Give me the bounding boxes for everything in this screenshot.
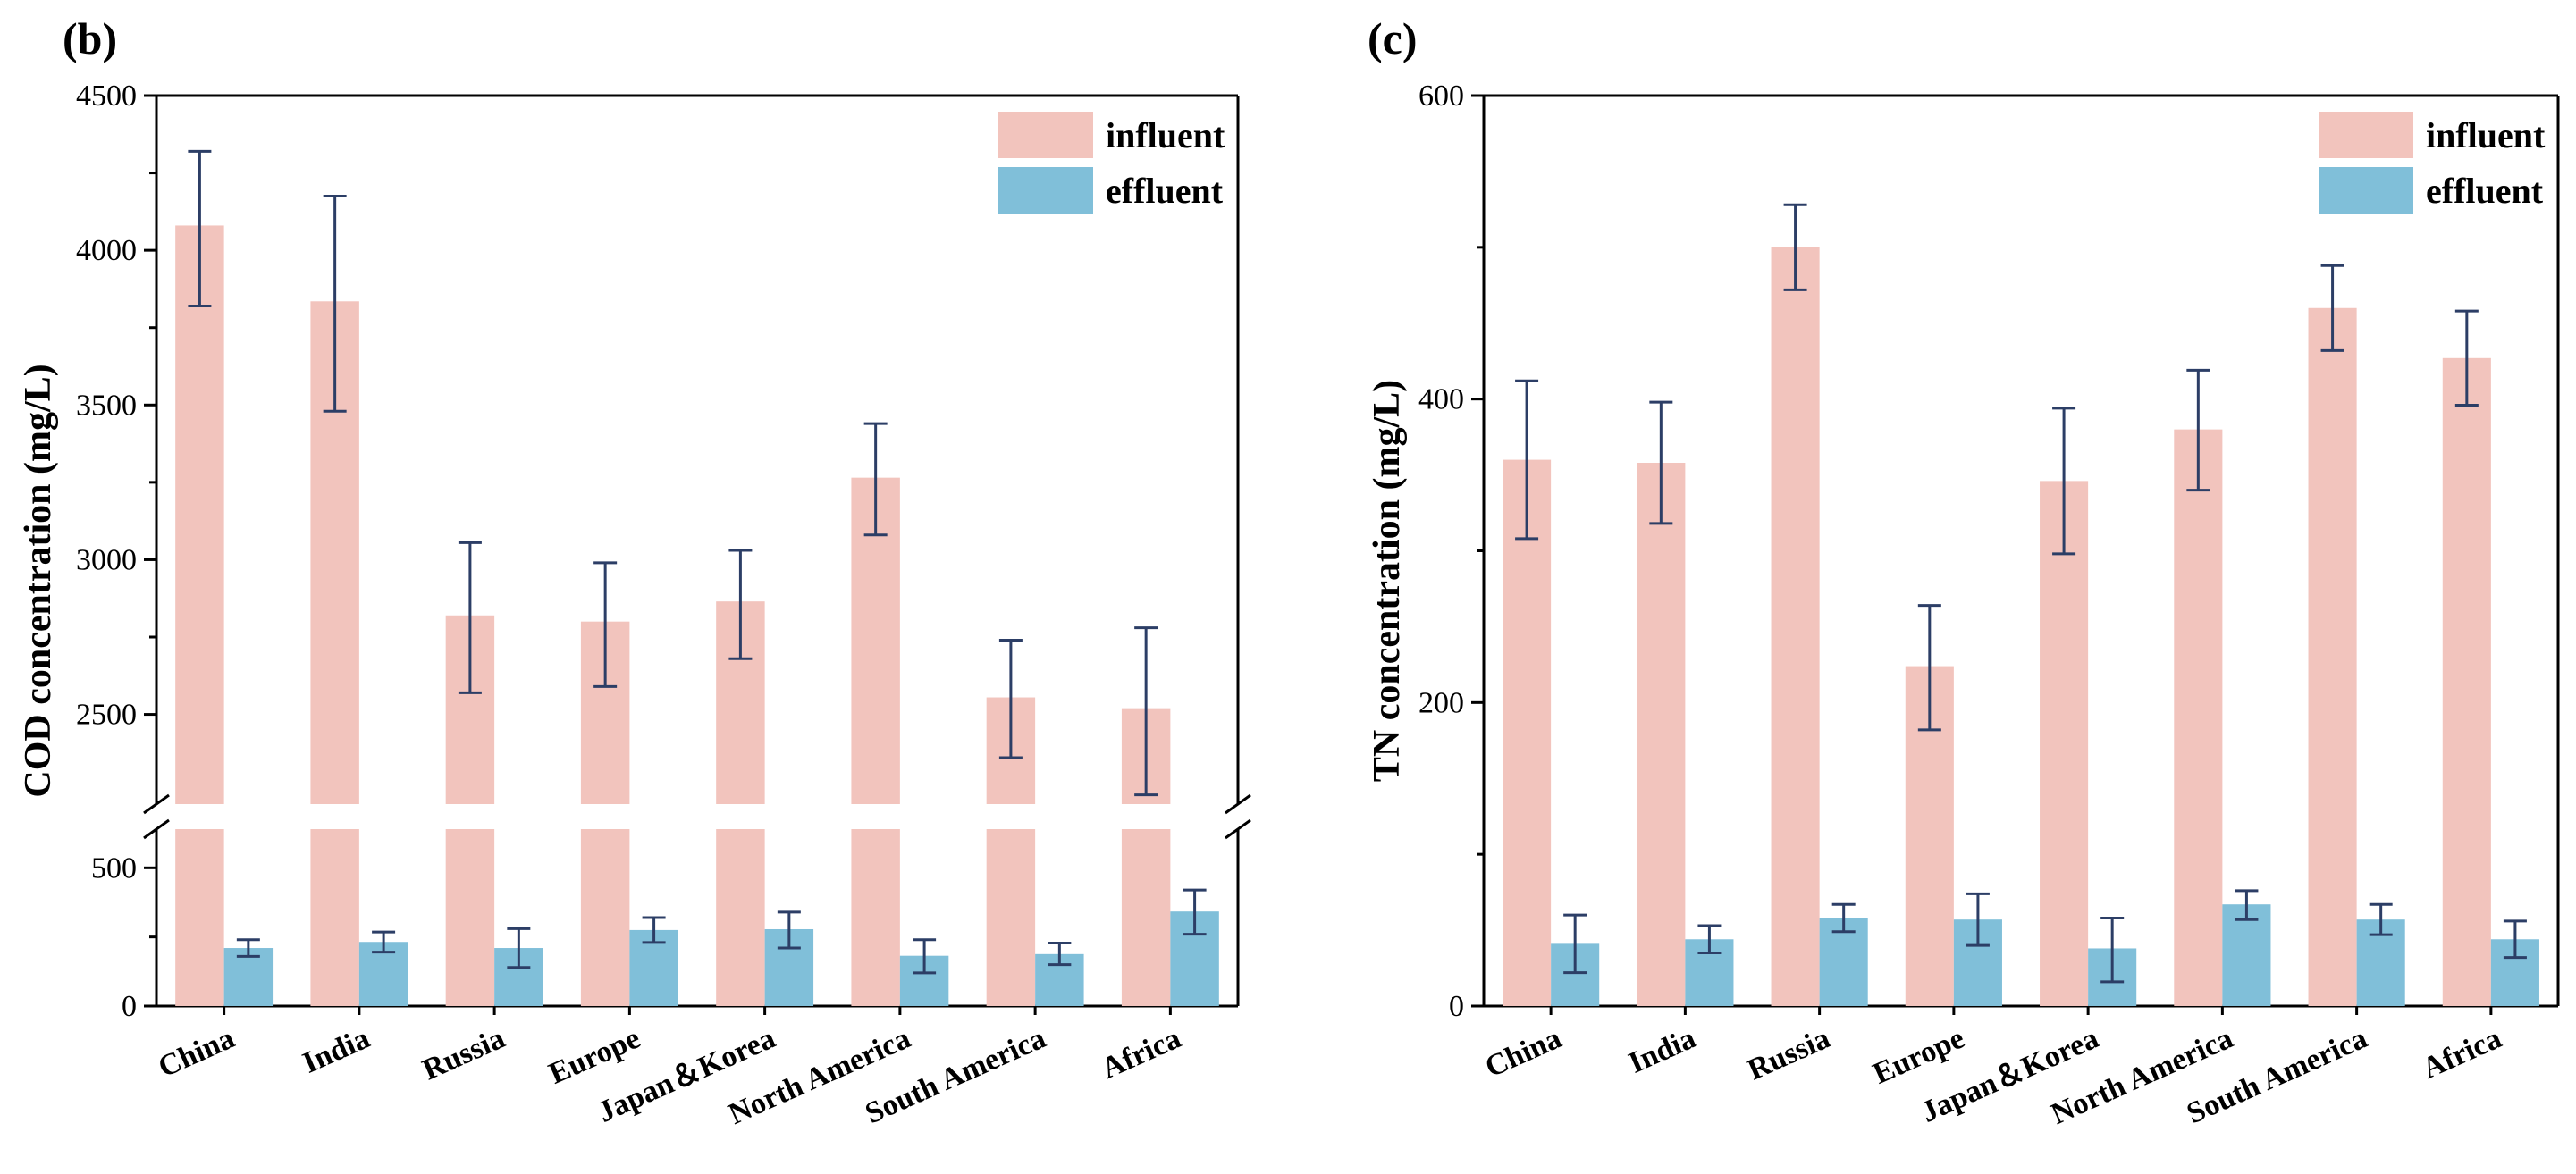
category-label-india: India xyxy=(1624,1022,1701,1080)
legend-label-influent: influent xyxy=(1106,115,1225,155)
category-label-africa: Africa xyxy=(2418,1022,2507,1086)
y-tick-label-2500: 2500 xyxy=(76,699,137,732)
axis-break-gap-europe xyxy=(578,804,632,829)
axis-break-gap-russia xyxy=(443,804,497,829)
axis-break-mark-right-upper xyxy=(1225,793,1251,815)
bar-effluent-china xyxy=(223,948,274,1006)
category-label-russia: Russia xyxy=(1743,1022,1835,1087)
category-label-europe: Europe xyxy=(544,1022,645,1091)
category-label-russia: Russia xyxy=(417,1022,509,1087)
legend-label-effluent: effluent xyxy=(1106,171,1224,211)
bar-influent-africa xyxy=(2442,357,2491,1007)
panel-label-c: (c) xyxy=(1368,13,1418,63)
y-tick-label-200: 200 xyxy=(1418,686,1464,719)
axis-break-mark-left-lower xyxy=(143,818,170,840)
bar-effluent-north-america xyxy=(2222,904,2271,1006)
legend-swatch-influent xyxy=(998,112,1093,158)
y-tick-label-400: 400 xyxy=(1418,383,1464,416)
bar-influent-china xyxy=(175,225,224,1007)
legend-swatch-effluent xyxy=(998,167,1093,214)
axis-break-mark-right-lower xyxy=(1225,818,1251,840)
bar-influent-india xyxy=(1637,462,1686,1006)
legend-label-effluent: effluent xyxy=(2426,171,2544,211)
category-label-africa: Africa xyxy=(1097,1022,1186,1086)
axis-break-gap-north-america xyxy=(849,804,902,829)
bar-influent-india xyxy=(310,301,359,1007)
panel-label-b: (b) xyxy=(63,13,117,63)
legend-swatch-effluent xyxy=(2319,167,2413,214)
tn-chart-panel: (c) TN concentration (mg/L) 0 200 400 600 Ch… xyxy=(1367,13,2560,1131)
y-tick-label-4500: 4500 xyxy=(76,80,137,113)
category-label-india: India xyxy=(298,1022,375,1080)
bar-influent-north-america xyxy=(2174,429,2223,1007)
category-label-china: China xyxy=(1480,1022,1566,1085)
bar-influent-china xyxy=(1503,459,1552,1006)
y-tick-label-600: 600 xyxy=(1418,80,1464,113)
y-axis-title-cod: COD concentration (mg/L) xyxy=(18,364,59,797)
category-label-europe: Europe xyxy=(1868,1022,1969,1091)
y-tick-label-4000: 4000 xyxy=(76,234,137,267)
y-axis-title-tn: TN concentration (mg/L) xyxy=(1367,380,1408,782)
y-tick-label-3500: 3500 xyxy=(76,389,137,422)
bar-influent-japan-korea xyxy=(716,601,765,1006)
y-tick-label-0: 0 xyxy=(1449,990,1464,1023)
y-tick-label-0: 0 xyxy=(122,990,137,1023)
axis-break-gap-japan-korea xyxy=(714,804,767,829)
axis-break-gap-africa xyxy=(1119,804,1173,829)
axis-break-gap-china xyxy=(173,804,226,829)
bar-influent-japan-korea xyxy=(2040,481,2089,1006)
axis-break-mark-left-upper xyxy=(143,793,170,815)
legend-label-influent: influent xyxy=(2426,115,2546,155)
bar-influent-russia xyxy=(1771,247,1820,1006)
legend-swatch-influent xyxy=(2319,112,2413,158)
bar-influent-north-america xyxy=(851,477,900,1006)
category-label-china: China xyxy=(154,1022,240,1085)
y-tick-label-500: 500 xyxy=(91,851,137,885)
y-tick-label-3000: 3000 xyxy=(76,543,137,576)
axis-break-gap-south-america xyxy=(984,804,1038,829)
cod-chart-panel: (b) COD concentration (mg/L) 0 500 2500 300… xyxy=(18,13,1251,1131)
bar-influent-south-america xyxy=(2308,307,2357,1006)
axis-break-gap-india xyxy=(308,804,361,829)
